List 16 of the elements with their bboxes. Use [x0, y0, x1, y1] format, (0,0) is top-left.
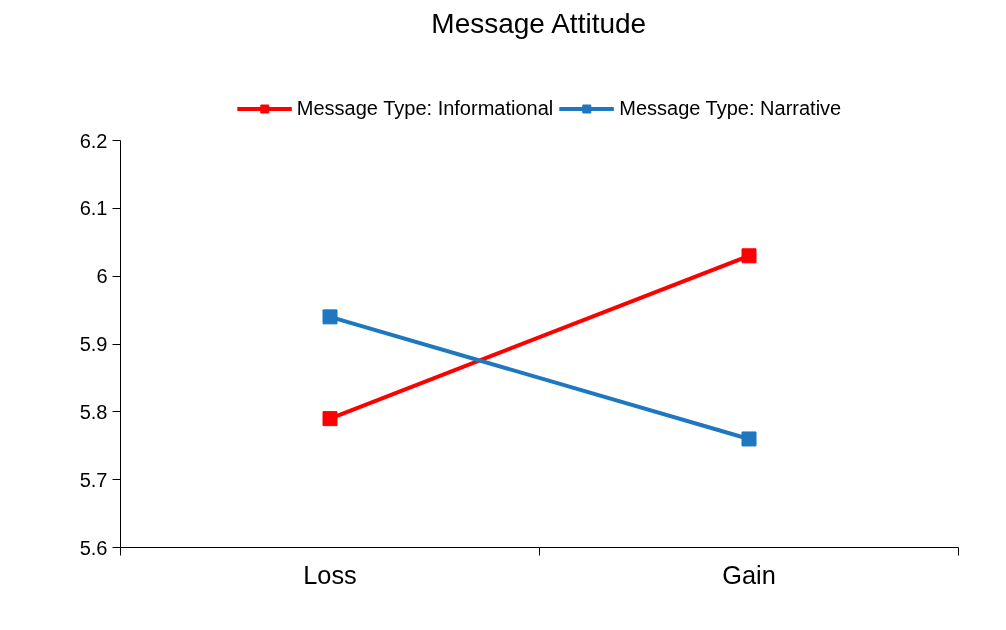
- x-tick-label: Loss: [303, 560, 357, 589]
- y-tick-label: 5.8: [79, 400, 108, 423]
- chart-title: Message Attitude: [431, 7, 647, 39]
- point: [741, 431, 757, 447]
- point: [322, 411, 338, 427]
- point: [322, 309, 338, 325]
- y-tick-label: 6.2: [79, 129, 108, 152]
- y-tick-label: 6: [96, 265, 108, 288]
- legend-label: Message Type: Informational: [296, 96, 554, 120]
- point: [741, 248, 757, 264]
- y-tick-label: 5.7: [79, 468, 108, 491]
- x-tick-label: Gain: [722, 560, 776, 589]
- y-tick-label: 5.9: [79, 333, 108, 355]
- y-tick-label: 6.1: [79, 197, 108, 220]
- legend-label: Message Type: Narrative: [619, 96, 842, 120]
- y-tick-label: 5.6: [79, 536, 108, 559]
